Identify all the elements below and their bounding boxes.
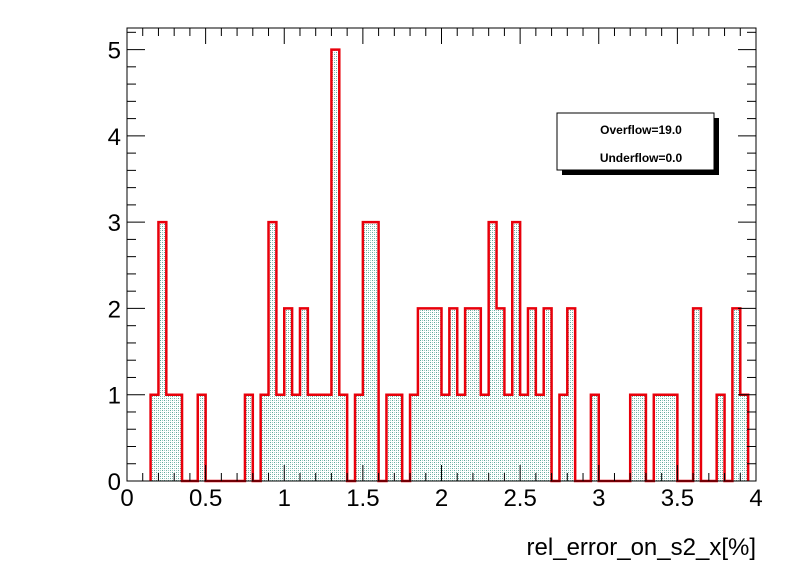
- histogram-bar: [394, 394, 403, 481]
- histogram-bar: [488, 222, 497, 481]
- histogram-bar: [370, 222, 379, 481]
- histogram-bars: [150, 49, 749, 481]
- histogram-bar: [740, 394, 749, 481]
- y-tick-label: 4: [108, 124, 121, 151]
- histogram-bar: [331, 49, 340, 481]
- histogram-bar: [520, 394, 528, 481]
- histogram-bar: [449, 308, 458, 481]
- x-tick-label: 0: [120, 485, 133, 512]
- histogram-bar: [276, 394, 285, 481]
- histogram-bar: [410, 394, 418, 481]
- histogram-bar: [559, 394, 568, 481]
- histogram-bar: [496, 308, 505, 481]
- histogram-bar: [669, 394, 678, 481]
- histogram-bar: [535, 394, 544, 481]
- axis-ticks: [126, 28, 757, 482]
- x-tick-label: 3.5: [661, 485, 694, 512]
- histogram-bar: [244, 394, 253, 481]
- histogram-bar: [166, 394, 175, 481]
- underflow-label: Underflow=0.0: [600, 151, 683, 165]
- overflow-label: Overflow=19.0: [600, 123, 682, 137]
- histogram-bar: [174, 394, 183, 481]
- histogram-bar: [158, 222, 167, 481]
- histogram-bar: [417, 308, 426, 481]
- x-tick-label: 1: [278, 485, 291, 512]
- histogram-bar: [527, 308, 536, 481]
- histogram-bar: [260, 394, 269, 481]
- x-tick-label: 2: [435, 485, 448, 512]
- stats-box: Overflow=19.0 Underflow=0.0: [556, 112, 719, 175]
- histogram-bar: [638, 394, 646, 481]
- x-axis-tick-labels: 0 0.5 1 1.5 2 2.5 3 3.5 4: [120, 485, 762, 512]
- histogram-bar: [425, 308, 434, 481]
- histogram-bar: [504, 394, 513, 481]
- histogram-bar: [630, 394, 639, 481]
- x-tick-label: 2.5: [503, 485, 536, 512]
- histogram-bar: [355, 394, 363, 481]
- x-tick-label: 3: [592, 485, 605, 512]
- y-tick-label: 1: [108, 383, 121, 410]
- histogram-bar: [339, 394, 348, 481]
- x-tick-label: 1.5: [346, 485, 379, 512]
- stats-box-frame: [556, 112, 715, 171]
- histogram-bar: [315, 394, 324, 481]
- histogram-bar: [386, 394, 395, 481]
- x-axis-title: rel_error_on_s2_x[%]: [527, 534, 756, 561]
- histogram-bar: [197, 394, 206, 481]
- x-tick-label: 4: [749, 485, 762, 512]
- histogram-outline: [149, 48, 750, 483]
- histogram-bar: [323, 394, 332, 481]
- histogram-bar: [150, 394, 159, 481]
- histogram-bar: [465, 308, 473, 481]
- histogram-bar: [307, 394, 316, 481]
- y-tick-label: 0: [108, 469, 121, 496]
- histogram-bar: [512, 222, 521, 481]
- histogram-bar: [433, 308, 442, 481]
- histogram-bar: [716, 394, 725, 481]
- histogram-bar: [480, 394, 489, 481]
- y-tick-label: 3: [108, 210, 121, 237]
- histogram-bar: [284, 308, 293, 481]
- y-tick-label: 5: [108, 38, 121, 65]
- histogram-bar: [661, 394, 670, 481]
- histogram-bar: [457, 394, 466, 481]
- histogram-bar: [732, 308, 741, 481]
- histogram-bar: [441, 394, 450, 481]
- x-tick-label: 0.5: [189, 485, 222, 512]
- histogram-bar: [299, 308, 308, 481]
- histogram-bar: [590, 394, 599, 481]
- histogram-bar: [653, 394, 662, 481]
- histogram-bar: [543, 308, 552, 481]
- histogram-bar: [292, 394, 300, 481]
- histogram-bar: [268, 222, 277, 481]
- histogram-bar: [693, 308, 701, 481]
- histogram-bar: [472, 308, 481, 481]
- histogram-bar: [362, 222, 371, 481]
- y-tick-label: 2: [108, 296, 121, 323]
- y-axis-tick-labels: 0 1 2 3 4 5: [108, 38, 121, 496]
- histogram-bar: [567, 308, 576, 481]
